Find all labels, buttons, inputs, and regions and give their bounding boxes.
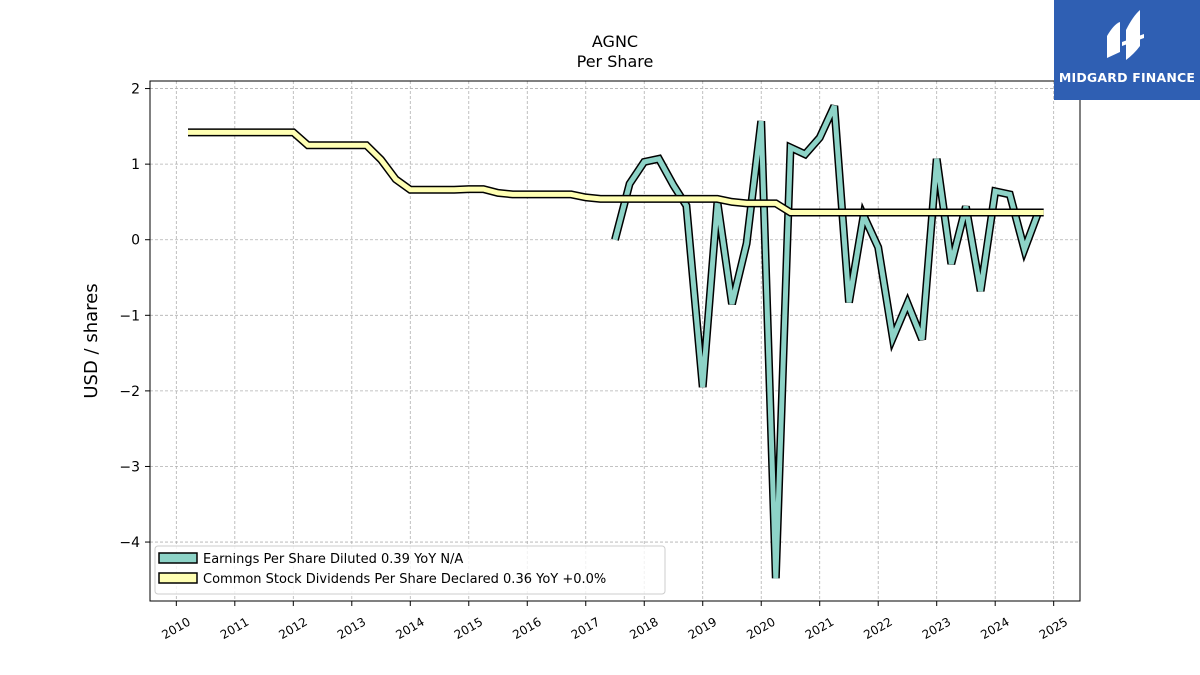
y-tick-label: 0: [131, 233, 140, 249]
y-tick-label: −4: [119, 535, 140, 551]
x-tick-label: 2016: [510, 615, 543, 642]
y-tick-label: 1: [131, 157, 140, 173]
legend-label-eps: Earnings Per Share Diluted 0.39 YoY N/A: [203, 552, 463, 567]
x-tick-label: 2021: [803, 615, 836, 642]
y-axis-label: USD / shares: [81, 283, 102, 398]
y-tick-label: 2: [131, 82, 140, 98]
chart-subtitle: Per Share: [577, 52, 654, 71]
brand-logo: MIDGARD FINANCE: [1054, 0, 1200, 100]
axes-frame: [149, 80, 1081, 602]
brand-name: MIDGARD FINANCE: [1058, 70, 1196, 85]
series-line-1: [188, 129, 1044, 215]
legend-swatch-dividends: [158, 572, 198, 584]
x-tick-label: 2011: [218, 615, 251, 642]
brand-mark-icon: [1107, 10, 1144, 60]
x-tick-label: 2018: [627, 615, 660, 642]
x-tick-label: 2010: [159, 615, 192, 642]
x-tick-label: 2020: [744, 615, 777, 642]
chart-title: AGNC: [592, 32, 638, 51]
y-tick-label: −2: [119, 384, 140, 400]
x-tick-label: 2014: [393, 615, 426, 642]
legend: Earnings Per Share Diluted 0.39 YoY N/A …: [154, 545, 666, 595]
x-tick-label: 2019: [686, 615, 719, 642]
x-tick-label: 2022: [861, 615, 894, 642]
grid: [150, 81, 1080, 601]
series-layer: [188, 104, 1044, 579]
y-tick-label: −1: [119, 308, 140, 324]
y-tick-label: −3: [119, 459, 140, 475]
x-tick-label: 2017: [569, 615, 602, 642]
x-tick-label: 2015: [452, 615, 485, 642]
series-line-0: [612, 104, 1042, 579]
x-tick-label: 2012: [276, 615, 309, 642]
legend-swatch-eps: [158, 552, 198, 564]
series-outline-0: [611, 104, 1043, 579]
x-tick-label: 2013: [335, 615, 368, 642]
x-tick-label: 2023: [920, 615, 953, 642]
x-tick-label: 2024: [978, 615, 1011, 642]
legend-box: [154, 545, 666, 595]
legend-label-dividends: Common Stock Dividends Per Share Declare…: [203, 572, 606, 587]
x-tick-label: 2025: [1037, 615, 1070, 642]
